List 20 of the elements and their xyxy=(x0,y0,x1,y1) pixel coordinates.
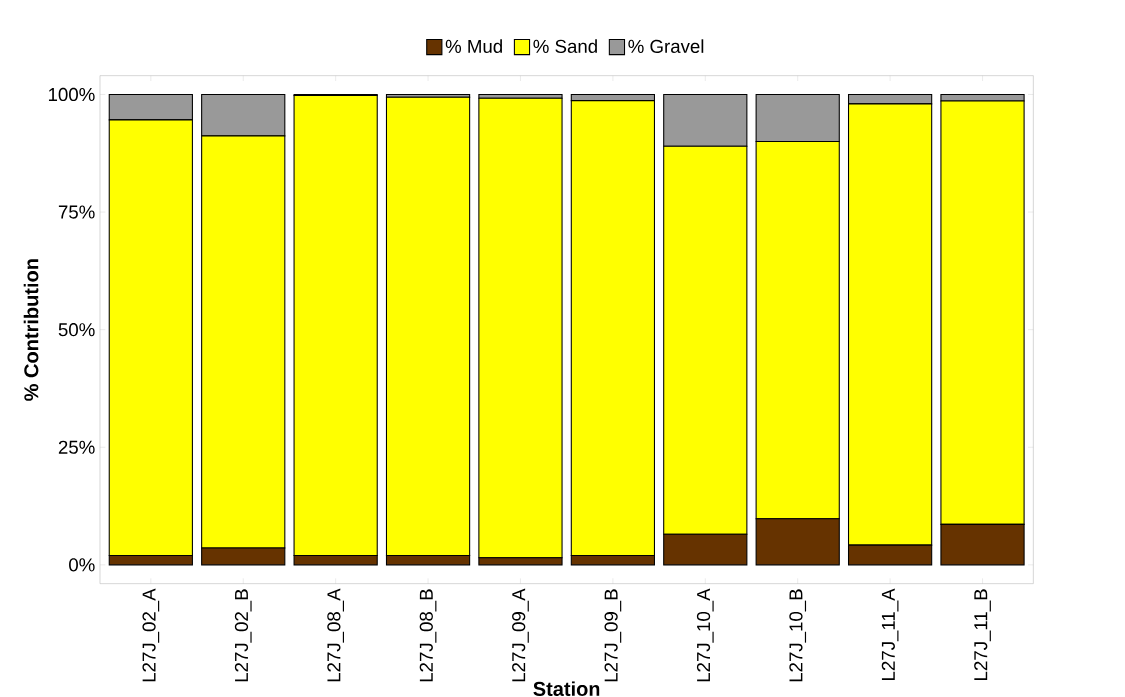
y-tick-label: 75% xyxy=(58,205,95,219)
legend-label: % Gravel xyxy=(628,39,704,54)
y-axis-title: % Contribution xyxy=(23,259,39,401)
x-tick-label: L27J_08_B xyxy=(419,589,437,682)
legend-label: % Mud xyxy=(445,39,502,54)
y-tick-label: 0% xyxy=(69,558,95,572)
x-tick-label: L27J_10_A xyxy=(696,588,714,682)
x-tick-label: L27J_08_A xyxy=(327,588,345,682)
x-tick-label: L27J_11_A xyxy=(881,588,899,680)
x-tick-label: L27J_11_B xyxy=(974,589,991,680)
legend-label: % Sand xyxy=(533,39,597,54)
y-tick-label: 50% xyxy=(58,323,95,337)
x-axis-title: Station xyxy=(533,681,600,696)
x-tick-label: L27J_02_A xyxy=(142,588,160,682)
y-tick-label: 25% xyxy=(58,440,95,454)
y-tick-label: 100% xyxy=(48,87,95,102)
x-tick-label: L27J_02_B xyxy=(234,589,252,682)
x-tick-label: L27J_09_A xyxy=(512,588,529,682)
x-tick-label: L27J_09_B xyxy=(604,589,622,682)
x-tick-label: L27J_10_B xyxy=(789,589,807,682)
